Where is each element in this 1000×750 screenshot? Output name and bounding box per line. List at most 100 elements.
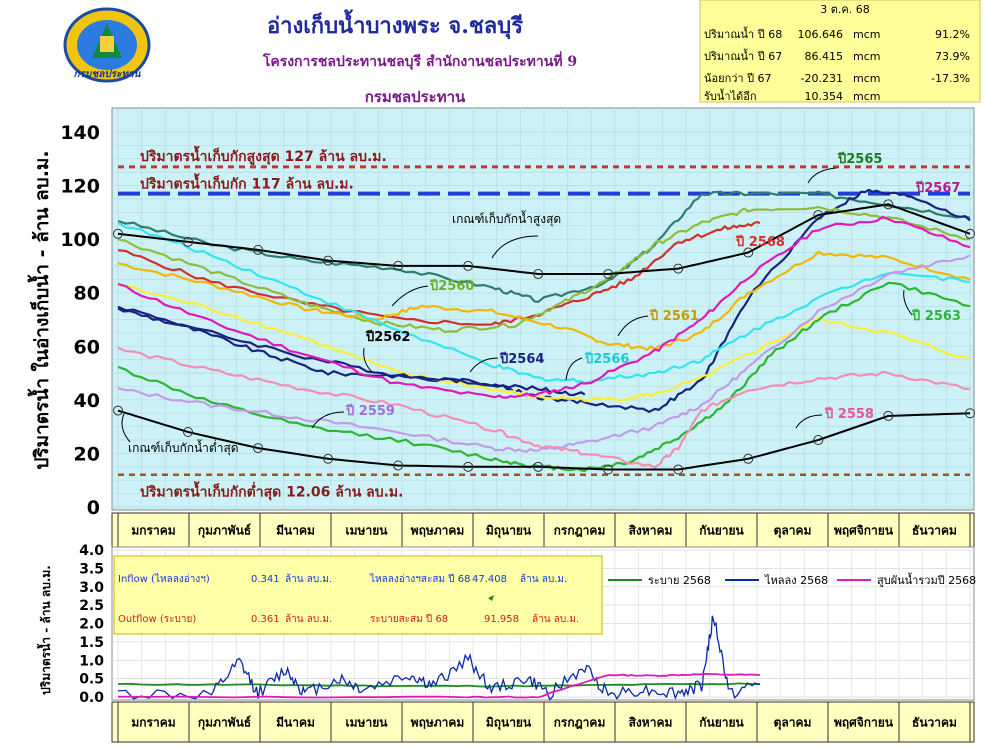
- rule-curve-marker: [965, 408, 975, 419]
- reference-line-label: ปริมาตรน้ำเก็บกัก 117 ล้าน ลบ.ม.: [140, 173, 354, 193]
- main-y-ticks: 0 20 40 60 80 100 120 140: [60, 122, 100, 519]
- month-top-label: มกราคม: [131, 524, 175, 538]
- series-line: [117, 205, 971, 334]
- flow-y-tick-label: 2.5: [79, 598, 104, 614]
- main-plot: ปริมาตรน้ำเก็บกักสูงสุด 127 ล้าน ลบ.ม. ปร…: [27, 107, 975, 519]
- rule-curve-marker: [533, 268, 544, 279]
- callout-arrow: [795, 414, 823, 429]
- series-line: [117, 188, 971, 414]
- inflow-label: Inflow (ไหลลงอ่างฯ): [118, 573, 210, 585]
- small-green-marker: [488, 595, 494, 601]
- series-label: ปี2562: [365, 329, 410, 345]
- rule-curve-marker: [253, 244, 264, 255]
- month-top-label: สิงหาคม: [629, 524, 673, 538]
- summary-unit: mcm: [853, 50, 880, 63]
- flow-y-tick-label: 2.0: [79, 617, 104, 633]
- rule-curve-marker: [813, 435, 824, 446]
- flow-y-ticks: 0.0 0.5 1.0 1.5 2.0 2.5 3.0 3.5 4.0: [79, 543, 104, 706]
- rule-curve-marker: [965, 228, 975, 239]
- flow-y-tick-label: 1.0: [79, 653, 104, 669]
- callout-arrow: [565, 357, 583, 381]
- logo: กรมชลประทาน: [63, 7, 151, 83]
- month-bottom-label: มีนาคม: [276, 716, 315, 730]
- summary-unit: mcm: [853, 28, 880, 41]
- flow-legend: ระบาย 2568 ไหลลง 2568 สูบผันน้ำรวมปี 2568: [608, 572, 976, 587]
- summary-value: 106.646: [798, 28, 844, 41]
- month-axis-bottom: มกราคม กุมภาพันธ์ มีนาคม เมษายน พฤษภาคม มิถุน…: [111, 701, 975, 743]
- flow-y-tick-label: 0.5: [79, 672, 104, 688]
- month-top-label: กุมภาพันธ์: [198, 524, 251, 539]
- flow-info-box: Inflow (ไหลลงอ่างฯ) 0.341 ล้าน ลบ.ม. ไหล…: [113, 555, 603, 635]
- flow-series-line: [117, 682, 760, 688]
- main-y-tick-label: 100: [60, 229, 100, 251]
- summary-panel: 3 ต.ค. 68 ปริมาณน้ำ ปี 68 106.646 mcm 91.2%…: [699, 0, 981, 103]
- series-label: ปี 2561: [649, 308, 699, 324]
- inflow-cum-value: 47.408: [472, 574, 507, 585]
- rule-curve-marker: [883, 199, 894, 210]
- inflow-value: 0.341: [251, 574, 280, 585]
- month-top-label: ตุลาคม: [774, 524, 812, 539]
- flow-series: [117, 615, 760, 701]
- series-line: [117, 250, 971, 352]
- month-bottom-label: ธันวาคม: [912, 716, 957, 730]
- series-label: ปี2567: [915, 180, 960, 196]
- rule-curve-marker: [323, 453, 334, 464]
- rule-curve-label: เกณฑ์เก็บกักน้ำต่ำสุด: [128, 439, 239, 456]
- main-y-tick-label: 60: [74, 336, 100, 358]
- flow-y-tick-label: 3.0: [79, 580, 104, 596]
- rule-curve-marker: [813, 210, 824, 221]
- month-top-bg: [111, 512, 975, 548]
- flow-y-tick-label: 3.5: [79, 561, 104, 577]
- month-bottom-label: สิงหาคม: [629, 716, 673, 730]
- rule-curve-marker: [533, 461, 544, 472]
- page-title: อ่างเก็บน้ำบางพระ จ.ชลบุรี: [267, 9, 523, 40]
- month-bottom-label: มกราคม: [131, 716, 175, 730]
- callout-arrow: [903, 289, 913, 316]
- series-line: [117, 283, 971, 403]
- rule-curve-marker: [253, 443, 264, 454]
- summary-label: รับน้ำได้อีก: [704, 88, 757, 103]
- rule-curve-marker: [463, 260, 474, 271]
- month-bottom-label: กันยายน: [699, 716, 744, 730]
- rule-curve-marker: [673, 263, 684, 274]
- summary-label: ปริมาณน้ำ ปี 67: [704, 48, 782, 63]
- month-bottom-label: พฤศจิกายน: [834, 716, 894, 730]
- storage-series: [117, 188, 971, 473]
- rule-curve-marker: [743, 453, 754, 464]
- rule-curve-marker: [393, 460, 404, 471]
- rule-curve-marker: [673, 464, 684, 475]
- series-label: ปี2566: [584, 351, 629, 367]
- main-y-tick-label: 40: [74, 390, 100, 412]
- page-subtitle: โครงการชลประทานชลบุรี สำนักงานชลประทานที…: [262, 51, 577, 70]
- series-line: [117, 281, 971, 473]
- reference-line-label: ปริมาตรน้ำเก็บกักต่ำสุด 12.06 ล้าน ลบ.ม.: [140, 481, 403, 501]
- inflow-unit: ล้าน ลบ.ม.: [285, 573, 332, 585]
- rule-curve-line: [117, 203, 971, 275]
- summary-pct: 73.9%: [935, 50, 970, 63]
- main-y-axis-label: ปริมาตรน้ำ ในอ่างเก็บน้ำ - ล้าน ลบ.ม.: [27, 150, 53, 469]
- outflow-label: Outflow (ระบาย): [118, 614, 196, 625]
- flow-y-axis-label: ปริมาตรน้ำ - ล้าน ลบ.ม.: [36, 565, 53, 695]
- series-label: ปี2565: [837, 151, 882, 167]
- month-bottom-label: ตุลาคม: [774, 716, 812, 731]
- flow-legend-label: ไหลลง 2568: [764, 574, 828, 587]
- main-y-tick-label: 140: [60, 122, 100, 144]
- rule-curve-marker: [183, 427, 194, 437]
- flow-y-tick-label: 4.0: [79, 543, 104, 559]
- rule-curve-label: เกณฑ์เก็บกักน้ำสูงสุด: [452, 210, 561, 227]
- summary-pct: 91.2%: [935, 28, 970, 41]
- callout-arrow: [469, 357, 499, 373]
- callout-arrow: [391, 285, 429, 307]
- logo-text: กรมชลประทาน: [73, 69, 141, 80]
- month-top-label: เมษายน: [346, 524, 389, 538]
- month-top-label: มีนาคม: [276, 524, 315, 538]
- month-bottom-label: เมษายน: [346, 716, 389, 730]
- outflow-cum-value: 91.958: [484, 614, 519, 625]
- summary-unit: mcm: [853, 72, 880, 85]
- month-bottom-bg: [111, 701, 975, 743]
- outflow-unit: ล้าน ลบ.ม.: [285, 613, 332, 625]
- month-bottom-label: มิถุนายน: [486, 716, 532, 731]
- outflow-cum-unit: ล้าน ลบ.ม.: [532, 613, 579, 625]
- outflow-cum-label: ระบายสะสม ปี 68: [370, 613, 448, 625]
- callout-arrow: [807, 167, 837, 184]
